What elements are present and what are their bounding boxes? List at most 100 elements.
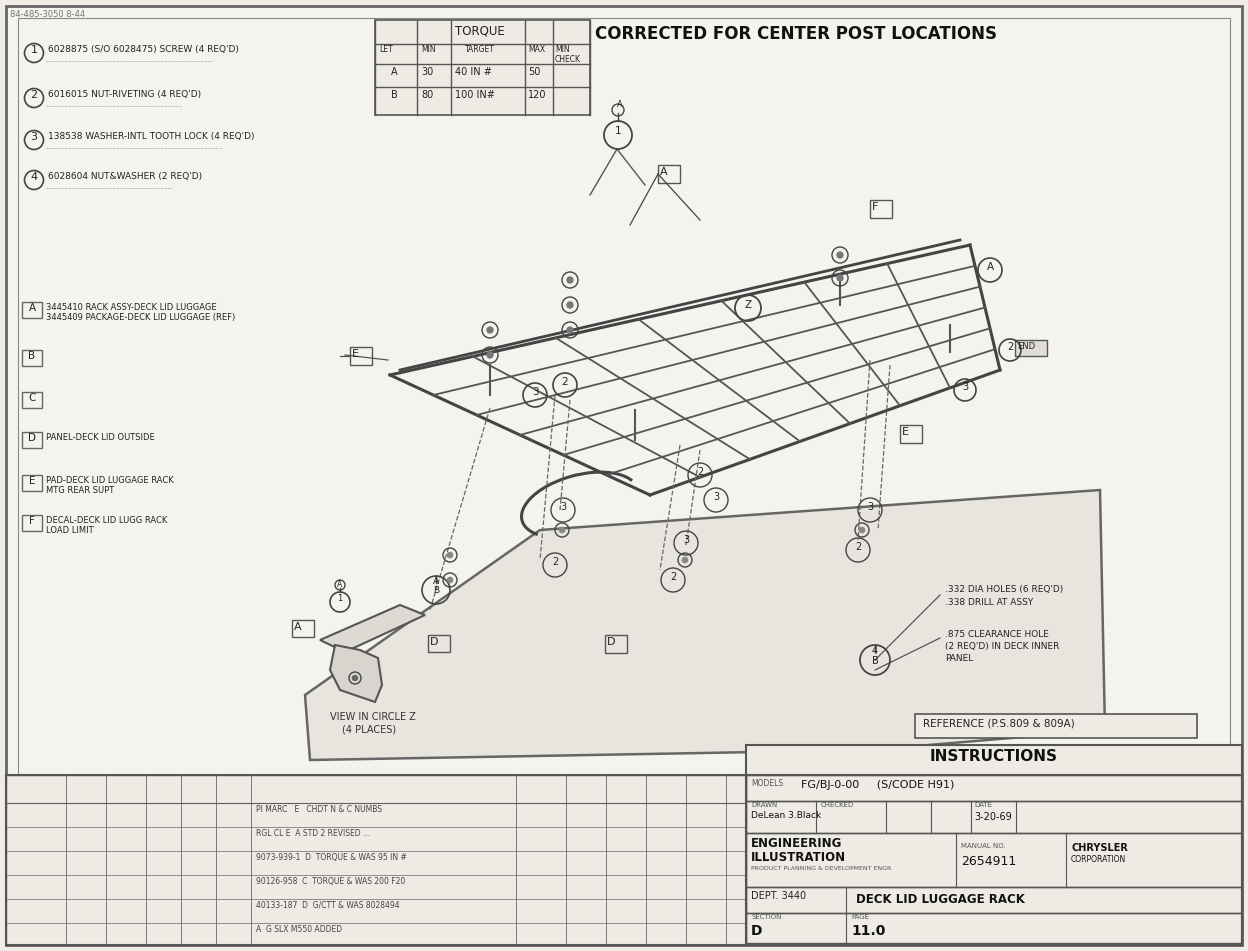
Text: 2: 2 bbox=[562, 377, 568, 387]
Bar bbox=[915, 714, 1197, 738]
Text: A: A bbox=[986, 262, 993, 272]
Bar bbox=[374, 20, 590, 115]
Text: MODELS: MODELS bbox=[751, 779, 784, 788]
Circle shape bbox=[352, 675, 357, 681]
Circle shape bbox=[567, 327, 573, 333]
Text: 4: 4 bbox=[30, 172, 37, 182]
Bar bbox=[22, 302, 42, 318]
Text: 30: 30 bbox=[421, 67, 433, 77]
Bar bbox=[292, 620, 314, 637]
Bar bbox=[6, 775, 746, 945]
Text: 3: 3 bbox=[683, 535, 689, 545]
Text: A: A bbox=[29, 303, 35, 313]
Text: A: A bbox=[433, 577, 439, 586]
Text: 6028875 (S/O 6028475) SCREW (4 REQ'D): 6028875 (S/O 6028475) SCREW (4 REQ'D) bbox=[47, 45, 238, 54]
Text: 2: 2 bbox=[30, 90, 37, 100]
Circle shape bbox=[837, 252, 842, 258]
Text: TARGET: TARGET bbox=[466, 45, 495, 54]
Text: 3: 3 bbox=[867, 502, 874, 512]
Text: LOAD LIMIT: LOAD LIMIT bbox=[46, 526, 94, 535]
Text: 2: 2 bbox=[696, 467, 703, 477]
Text: 2: 2 bbox=[670, 572, 676, 582]
Circle shape bbox=[487, 352, 493, 358]
Text: CHECKED: CHECKED bbox=[821, 802, 854, 808]
Text: CORRECTED FOR CENTER POST LOCATIONS: CORRECTED FOR CENTER POST LOCATIONS bbox=[595, 25, 997, 43]
Text: 50: 50 bbox=[528, 67, 540, 77]
Text: END: END bbox=[1017, 342, 1035, 351]
Bar bbox=[428, 635, 451, 652]
Text: MTG REAR SUPT: MTG REAR SUPT bbox=[46, 486, 115, 495]
Text: PRODUCT PLANNING & DEVELOPMENT ENGR: PRODUCT PLANNING & DEVELOPMENT ENGR bbox=[751, 866, 891, 871]
Text: A: A bbox=[391, 67, 398, 77]
Text: 84-485-3050 8-44: 84-485-3050 8-44 bbox=[10, 10, 85, 19]
Text: 40 IN #: 40 IN # bbox=[456, 67, 492, 77]
Text: Z: Z bbox=[745, 300, 751, 310]
Bar bbox=[22, 432, 42, 448]
Text: SECTION: SECTION bbox=[751, 914, 781, 920]
Text: TORQUE: TORQUE bbox=[456, 25, 504, 38]
Text: 6016015 NUT-RIVETING (4 REQ'D): 6016015 NUT-RIVETING (4 REQ'D) bbox=[47, 90, 201, 99]
Text: 4: 4 bbox=[872, 646, 879, 656]
Text: 120: 120 bbox=[528, 90, 547, 100]
Bar bbox=[746, 833, 1242, 887]
Bar bbox=[746, 775, 1242, 801]
Text: PAD-DECK LID LUGGAGE RACK: PAD-DECK LID LUGGAGE RACK bbox=[46, 476, 173, 485]
Text: B: B bbox=[391, 90, 398, 100]
Text: A: A bbox=[295, 622, 302, 632]
Text: MAX: MAX bbox=[528, 45, 545, 54]
Text: LET: LET bbox=[379, 45, 393, 54]
Text: 3: 3 bbox=[962, 382, 968, 392]
Bar bbox=[6, 775, 1242, 945]
Text: REFERENCE (P.S.809 & 809A): REFERENCE (P.S.809 & 809A) bbox=[924, 718, 1075, 728]
Bar bbox=[605, 635, 626, 653]
Text: 2: 2 bbox=[1007, 342, 1013, 352]
Text: D: D bbox=[431, 637, 438, 647]
Text: .875 CLEARANCE HOLE: .875 CLEARANCE HOLE bbox=[945, 630, 1048, 639]
Bar bbox=[22, 392, 42, 408]
Circle shape bbox=[859, 527, 865, 533]
Text: E: E bbox=[352, 349, 359, 359]
Bar bbox=[349, 347, 372, 365]
Text: 3: 3 bbox=[30, 132, 37, 142]
Text: A: A bbox=[617, 100, 623, 109]
Text: B: B bbox=[433, 586, 439, 595]
Text: A  G SLX M550 ADDED: A G SLX M550 ADDED bbox=[256, 925, 342, 934]
Text: 80: 80 bbox=[421, 90, 433, 100]
Text: PI MARC   E   CHDT N & C NUMBS: PI MARC E CHDT N & C NUMBS bbox=[256, 805, 382, 814]
Text: RGL CL E  A STD 2 REVISED ...: RGL CL E A STD 2 REVISED ... bbox=[256, 829, 371, 838]
Text: DEPT. 3440: DEPT. 3440 bbox=[751, 891, 806, 901]
Circle shape bbox=[681, 557, 688, 563]
Polygon shape bbox=[329, 645, 382, 702]
Text: ILLUSTRATION: ILLUSTRATION bbox=[751, 851, 846, 864]
Text: PANEL-DECK LID OUTSIDE: PANEL-DECK LID OUTSIDE bbox=[46, 433, 155, 442]
Text: 9073-939-1  D  TORQUE & WAS 95 IN #: 9073-939-1 D TORQUE & WAS 95 IN # bbox=[256, 853, 407, 862]
Bar bbox=[870, 200, 892, 218]
Bar bbox=[658, 165, 680, 183]
Text: 2: 2 bbox=[552, 557, 558, 567]
Text: 3445409 PACKAGE-DECK LID LUGGAGE (REF): 3445409 PACKAGE-DECK LID LUGGAGE (REF) bbox=[46, 313, 236, 322]
Polygon shape bbox=[305, 490, 1104, 760]
Bar bbox=[746, 745, 1242, 775]
Text: MIN
CHECK: MIN CHECK bbox=[555, 45, 582, 65]
Text: 3: 3 bbox=[560, 502, 567, 512]
Circle shape bbox=[567, 277, 573, 283]
Text: MANUAL NO.: MANUAL NO. bbox=[961, 843, 1006, 849]
Text: 3: 3 bbox=[713, 492, 719, 502]
Text: 3445410 RACK ASSY-DECK LID LUGGAGE: 3445410 RACK ASSY-DECK LID LUGGAGE bbox=[46, 303, 217, 312]
Text: 1: 1 bbox=[337, 594, 343, 603]
Bar bbox=[746, 801, 1242, 833]
Text: 3: 3 bbox=[532, 387, 538, 397]
Text: (4 PLACES): (4 PLACES) bbox=[342, 724, 396, 734]
Text: MIN: MIN bbox=[421, 45, 436, 54]
Text: 40133-187  D  G/CTT & WAS 8028494: 40133-187 D G/CTT & WAS 8028494 bbox=[256, 901, 399, 910]
Text: DeLean 3.Black: DeLean 3.Black bbox=[751, 811, 821, 820]
Text: D: D bbox=[751, 924, 763, 938]
Text: DRAWN: DRAWN bbox=[751, 802, 778, 808]
Text: E: E bbox=[29, 476, 35, 486]
Circle shape bbox=[487, 327, 493, 333]
Bar bbox=[1015, 340, 1047, 356]
Text: 3-20-69: 3-20-69 bbox=[973, 812, 1012, 822]
Text: CHRYSLER: CHRYSLER bbox=[1071, 843, 1128, 853]
Bar bbox=[22, 515, 42, 531]
Text: 6028604 NUT&WASHER (2 REQ'D): 6028604 NUT&WASHER (2 REQ'D) bbox=[47, 172, 202, 181]
